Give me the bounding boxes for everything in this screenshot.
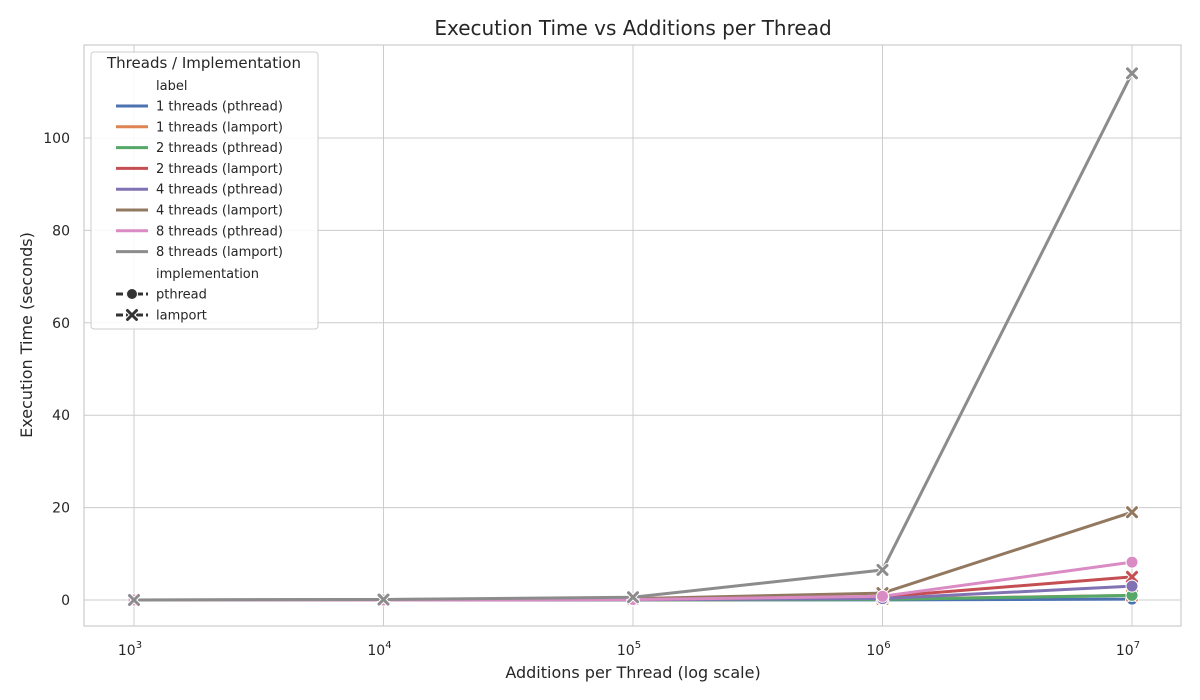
- data-point: [127, 593, 141, 607]
- series-layer: [127, 66, 1139, 607]
- legend-label: 1 threads (pthread): [156, 100, 283, 115]
- data-point: [875, 562, 890, 577]
- legend-entries: 1 threads (pthread) 1 threads (lamport) 2 …: [116, 100, 283, 260]
- legend: Threads / Implementation label 1 threads…: [90, 51, 319, 330]
- legend-entry: 8 threads (pthread): [116, 224, 283, 239]
- y-tick-label: 60: [52, 316, 70, 332]
- legend-marker-label: pthread: [156, 288, 207, 303]
- chart-title: Execution Time vs Additions per Thread: [434, 16, 831, 40]
- legend-label: 2 threads (pthread): [156, 141, 283, 156]
- data-point: [1125, 579, 1139, 593]
- legend-title: Threads / Implementation: [106, 54, 301, 72]
- legend-label: 4 threads (pthread): [156, 183, 283, 198]
- legend-entry: 4 threads (pthread): [116, 183, 283, 198]
- legend-entry: 4 threads (lamport): [116, 204, 283, 219]
- legend-entry: 1 threads (pthread): [116, 100, 283, 115]
- data-point: [1125, 66, 1139, 81]
- legend-label: 1 threads (lamport): [156, 120, 283, 135]
- legend-label: 4 threads (lamport): [156, 204, 283, 219]
- y-tick-label: 0: [61, 593, 70, 609]
- legend-marker-entry: pthread: [116, 288, 207, 303]
- legend-entry: 1 threads (lamport): [116, 120, 283, 135]
- legend-label: 8 threads (pthread): [156, 224, 283, 239]
- legend-markers: pthread lamport: [116, 288, 207, 324]
- data-point: [376, 592, 391, 607]
- data-point: [876, 589, 889, 603]
- legend-implementation-header: implementation: [156, 267, 259, 282]
- y-tick-label: 80: [52, 223, 70, 239]
- legend-label-header: label: [156, 79, 187, 94]
- series-8-threads-lamport: [127, 66, 1139, 607]
- plot-frame: [83, 44, 1182, 627]
- legend-box: [90, 51, 319, 330]
- legend-label: 2 threads (lamport): [156, 162, 283, 177]
- data-point: [1125, 505, 1139, 520]
- y-tick-label: 100: [43, 131, 70, 147]
- legend-label: 8 threads (lamport): [156, 245, 283, 260]
- data-point: [1125, 569, 1139, 584]
- legend-marker-entry: lamport: [116, 308, 207, 324]
- legend-marker: [126, 288, 138, 300]
- y-tick-label: 40: [52, 408, 70, 424]
- y-axis-ticks: 0 20 40 60 80 100: [43, 131, 70, 609]
- y-axis-label: Execution Time (seconds): [17, 232, 36, 438]
- legend-marker-label: lamport: [156, 309, 207, 324]
- y-tick-label: 20: [52, 501, 70, 517]
- data-point: [626, 590, 640, 605]
- legend-entry: 2 threads (lamport): [116, 162, 283, 177]
- x-axis-label: Additions per Thread (log scale): [505, 663, 760, 682]
- legend-marker: [125, 308, 139, 322]
- legend-entry: 2 threads (pthread): [116, 141, 283, 156]
- data-point: [1125, 555, 1139, 569]
- legend-entry: 8 threads (lamport): [116, 245, 283, 260]
